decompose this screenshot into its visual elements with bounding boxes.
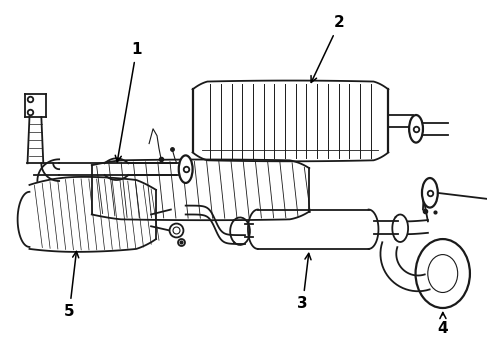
- Ellipse shape: [416, 239, 470, 308]
- Ellipse shape: [409, 115, 423, 143]
- Text: 4: 4: [438, 312, 448, 336]
- Ellipse shape: [179, 156, 193, 183]
- Text: 5: 5: [64, 251, 79, 319]
- Ellipse shape: [428, 255, 458, 292]
- Ellipse shape: [422, 178, 438, 208]
- Text: 1: 1: [115, 42, 142, 162]
- Text: 2: 2: [311, 15, 345, 82]
- Text: 3: 3: [297, 253, 311, 311]
